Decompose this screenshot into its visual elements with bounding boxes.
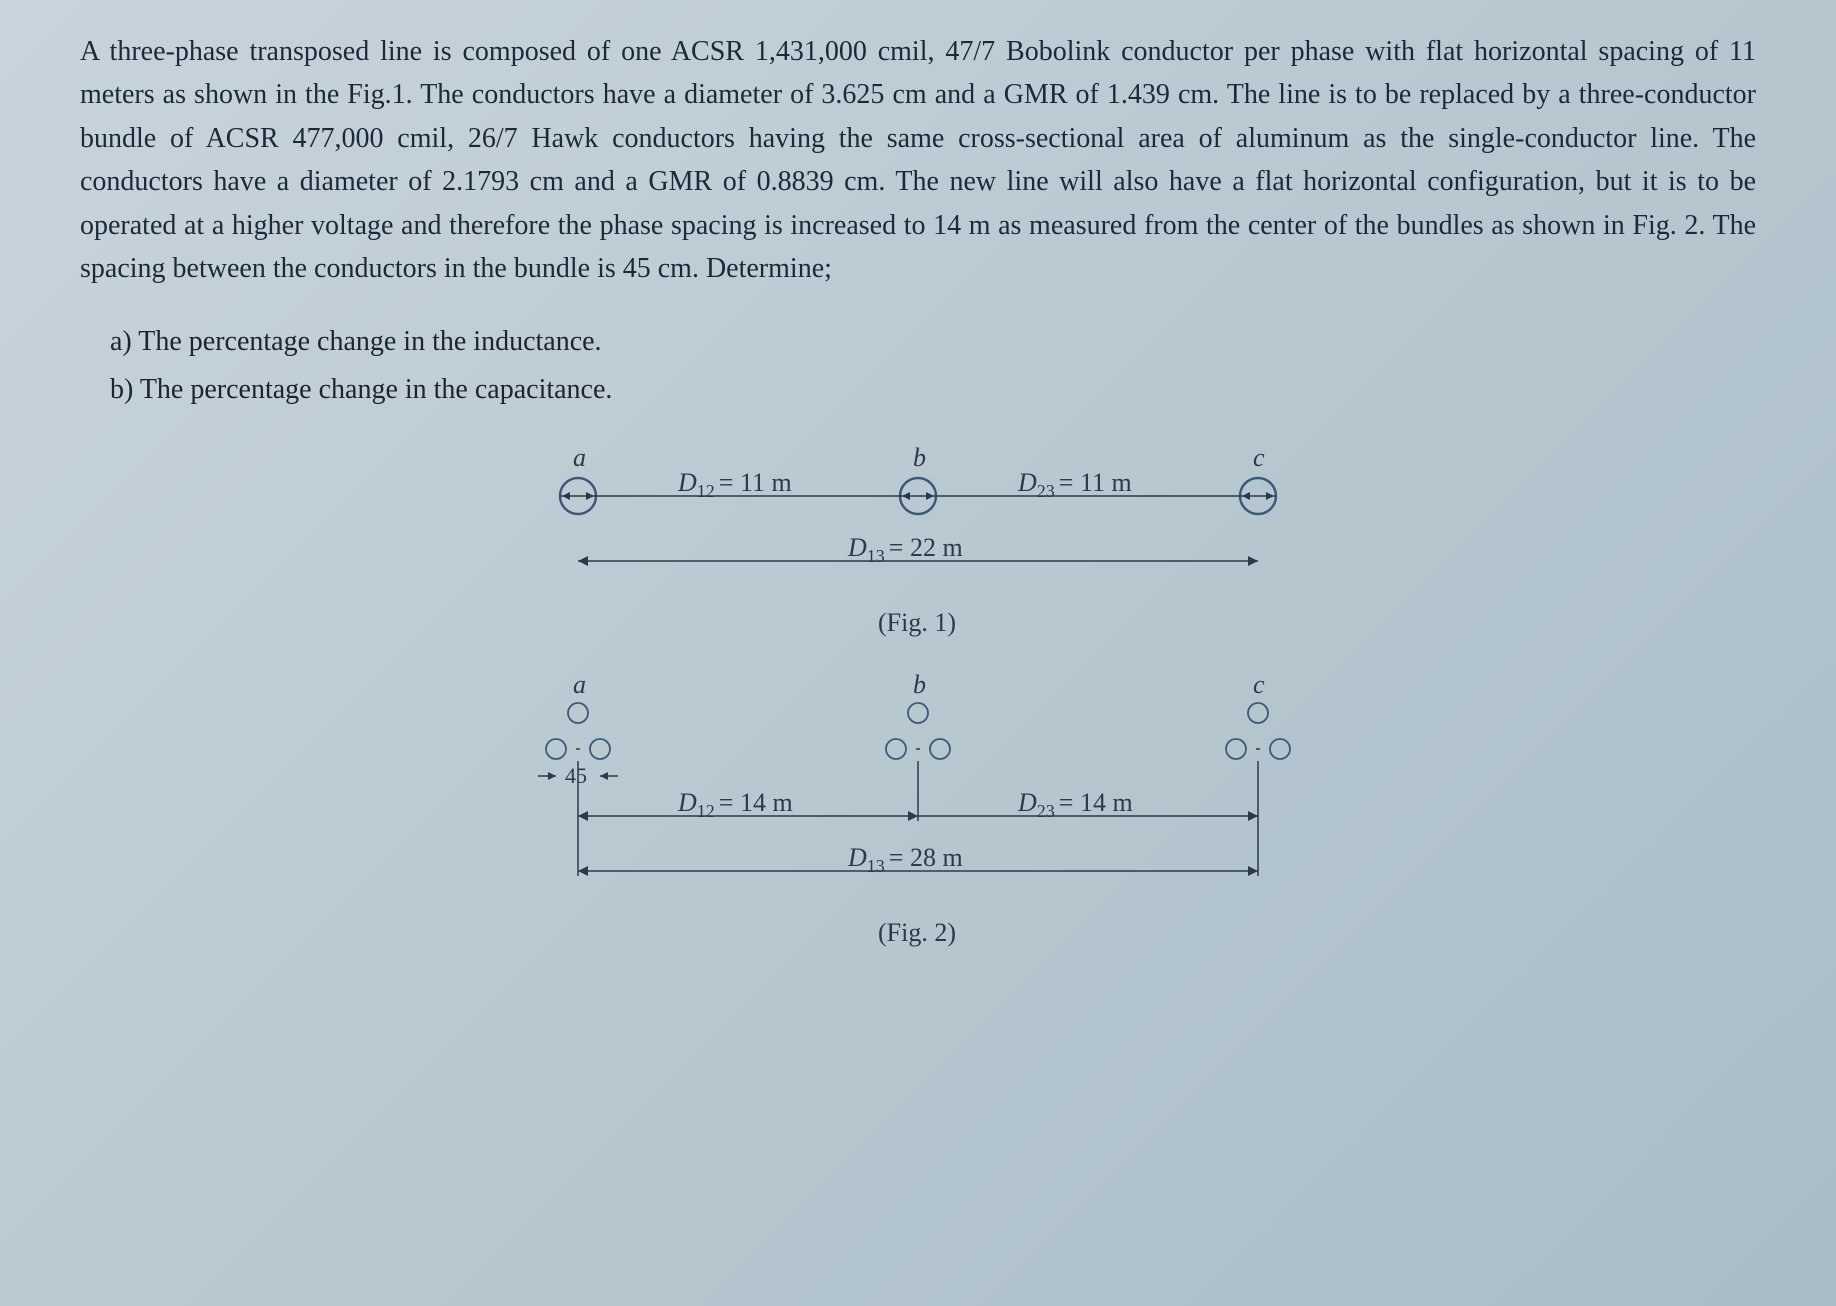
fig1-arrow-b-left <box>902 492 910 500</box>
fig1-arrow-a-right <box>586 492 594 500</box>
fig1-arrow-c-right <box>1266 492 1274 500</box>
fig2-bundle-b-bl <box>886 739 906 759</box>
question-b: b) The percentage change in the capacita… <box>110 368 1756 411</box>
question-a: a) The percentage change in the inductan… <box>110 320 1756 363</box>
problem-statement: A three-phase transposed line is compose… <box>80 30 1756 290</box>
fig2-d23-arrow-r <box>1248 811 1258 821</box>
fig2-bundle-b-br <box>930 739 950 759</box>
fig2-d23-label: D23= 14 m <box>1017 788 1133 821</box>
figure-2: a 45 b c D12= 14 m <box>468 671 1368 981</box>
fig1-label-a: a <box>573 443 586 472</box>
fig1-arrow-c-left <box>1242 492 1250 500</box>
fig1-d13-arrow-right <box>1248 556 1258 566</box>
figure-2-container: a 45 b c D12= 14 m <box>80 671 1756 981</box>
figure-1: a b c D12= 11 m D23= 11 m D13 <box>468 441 1368 671</box>
fig2-d12-arrow-r <box>908 811 918 821</box>
fig1-arrow-b-right <box>926 492 934 500</box>
fig1-label-c: c <box>1253 443 1265 472</box>
fig1-d13-arrow-left <box>578 556 588 566</box>
fig1-d13-label: D13= 22 m <box>847 533 963 566</box>
fig2-d13-arrow-l <box>578 866 588 876</box>
fig2-bundle-c-br <box>1270 739 1290 759</box>
fig1-arrow-a-left <box>562 492 570 500</box>
fig1-caption: (Fig. 1) <box>878 608 956 637</box>
fig2-d12-label: D12= 14 m <box>677 788 793 821</box>
fig1-d23-label: D23= 11 m <box>1017 468 1132 501</box>
fig2-bundle-a-top <box>568 703 588 723</box>
fig2-bundle-c-top <box>1248 703 1268 723</box>
fig2-45-left-arrow <box>548 772 556 780</box>
fig2-d12-arrow-l <box>578 811 588 821</box>
fig2-d13-label: D13= 28 m <box>847 843 963 876</box>
fig2-label-c: c <box>1253 671 1265 699</box>
fig2-bundle-c-bl <box>1226 739 1246 759</box>
fig1-label-b: b <box>913 443 926 472</box>
fig2-label-a: a <box>573 671 586 699</box>
fig1-d12-label: D12= 11 m <box>677 468 792 501</box>
fig2-bundle-b-top <box>908 703 928 723</box>
fig2-45-label: 45 <box>565 763 587 788</box>
fig2-45-right-arrow <box>600 772 608 780</box>
fig2-d13-arrow-r <box>1248 866 1258 876</box>
figure-1-container: a b c D12= 11 m D23= 11 m D13 <box>80 441 1756 671</box>
fig2-bundle-a-br <box>590 739 610 759</box>
fig2-caption: (Fig. 2) <box>878 918 956 947</box>
fig2-bundle-a-bl <box>546 739 566 759</box>
question-list: a) The percentage change in the inductan… <box>110 320 1756 411</box>
fig2-label-b: b <box>913 671 926 699</box>
